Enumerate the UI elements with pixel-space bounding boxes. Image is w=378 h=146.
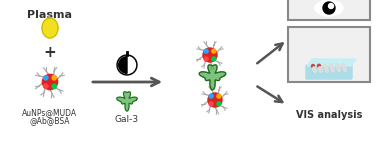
Polygon shape: [315, 0, 343, 16]
Circle shape: [319, 69, 322, 72]
Circle shape: [217, 94, 221, 98]
Circle shape: [318, 64, 321, 67]
Polygon shape: [117, 92, 137, 111]
Circle shape: [338, 69, 341, 72]
Circle shape: [313, 69, 316, 73]
Circle shape: [52, 76, 56, 80]
Circle shape: [332, 69, 335, 72]
Circle shape: [336, 64, 339, 67]
Circle shape: [342, 66, 345, 69]
Circle shape: [204, 57, 208, 61]
Circle shape: [324, 64, 327, 67]
Circle shape: [118, 57, 135, 73]
Circle shape: [311, 65, 314, 67]
Circle shape: [323, 2, 335, 14]
Polygon shape: [42, 18, 58, 38]
Circle shape: [325, 69, 328, 72]
Circle shape: [324, 67, 327, 70]
Circle shape: [44, 84, 48, 88]
Text: VIS analysis: VIS analysis: [296, 110, 362, 120]
Circle shape: [42, 74, 58, 90]
Text: Gal-3: Gal-3: [115, 115, 139, 124]
Circle shape: [52, 84, 56, 88]
Circle shape: [336, 66, 339, 69]
Text: Naked eye: Naked eye: [300, 26, 358, 36]
Circle shape: [203, 48, 217, 62]
Circle shape: [209, 94, 213, 98]
Circle shape: [217, 102, 221, 106]
Circle shape: [204, 49, 208, 53]
Circle shape: [328, 4, 333, 8]
Text: @Ab@BSA: @Ab@BSA: [30, 116, 70, 125]
Circle shape: [117, 55, 137, 75]
Circle shape: [212, 57, 216, 61]
Circle shape: [313, 67, 316, 70]
Circle shape: [341, 64, 344, 66]
Circle shape: [319, 67, 322, 70]
Wedge shape: [119, 57, 127, 73]
FancyBboxPatch shape: [288, 27, 370, 82]
Polygon shape: [307, 59, 356, 66]
Polygon shape: [199, 65, 226, 90]
Circle shape: [330, 66, 333, 69]
FancyBboxPatch shape: [288, 0, 370, 20]
Text: AuNPs@MUDA: AuNPs@MUDA: [22, 108, 77, 117]
FancyBboxPatch shape: [306, 65, 352, 79]
Circle shape: [208, 93, 222, 107]
Circle shape: [212, 49, 216, 53]
Circle shape: [344, 68, 347, 72]
Circle shape: [44, 76, 48, 80]
Text: Plasma: Plasma: [28, 10, 73, 20]
Circle shape: [209, 102, 213, 106]
Circle shape: [330, 64, 333, 67]
Text: +: +: [43, 45, 56, 60]
